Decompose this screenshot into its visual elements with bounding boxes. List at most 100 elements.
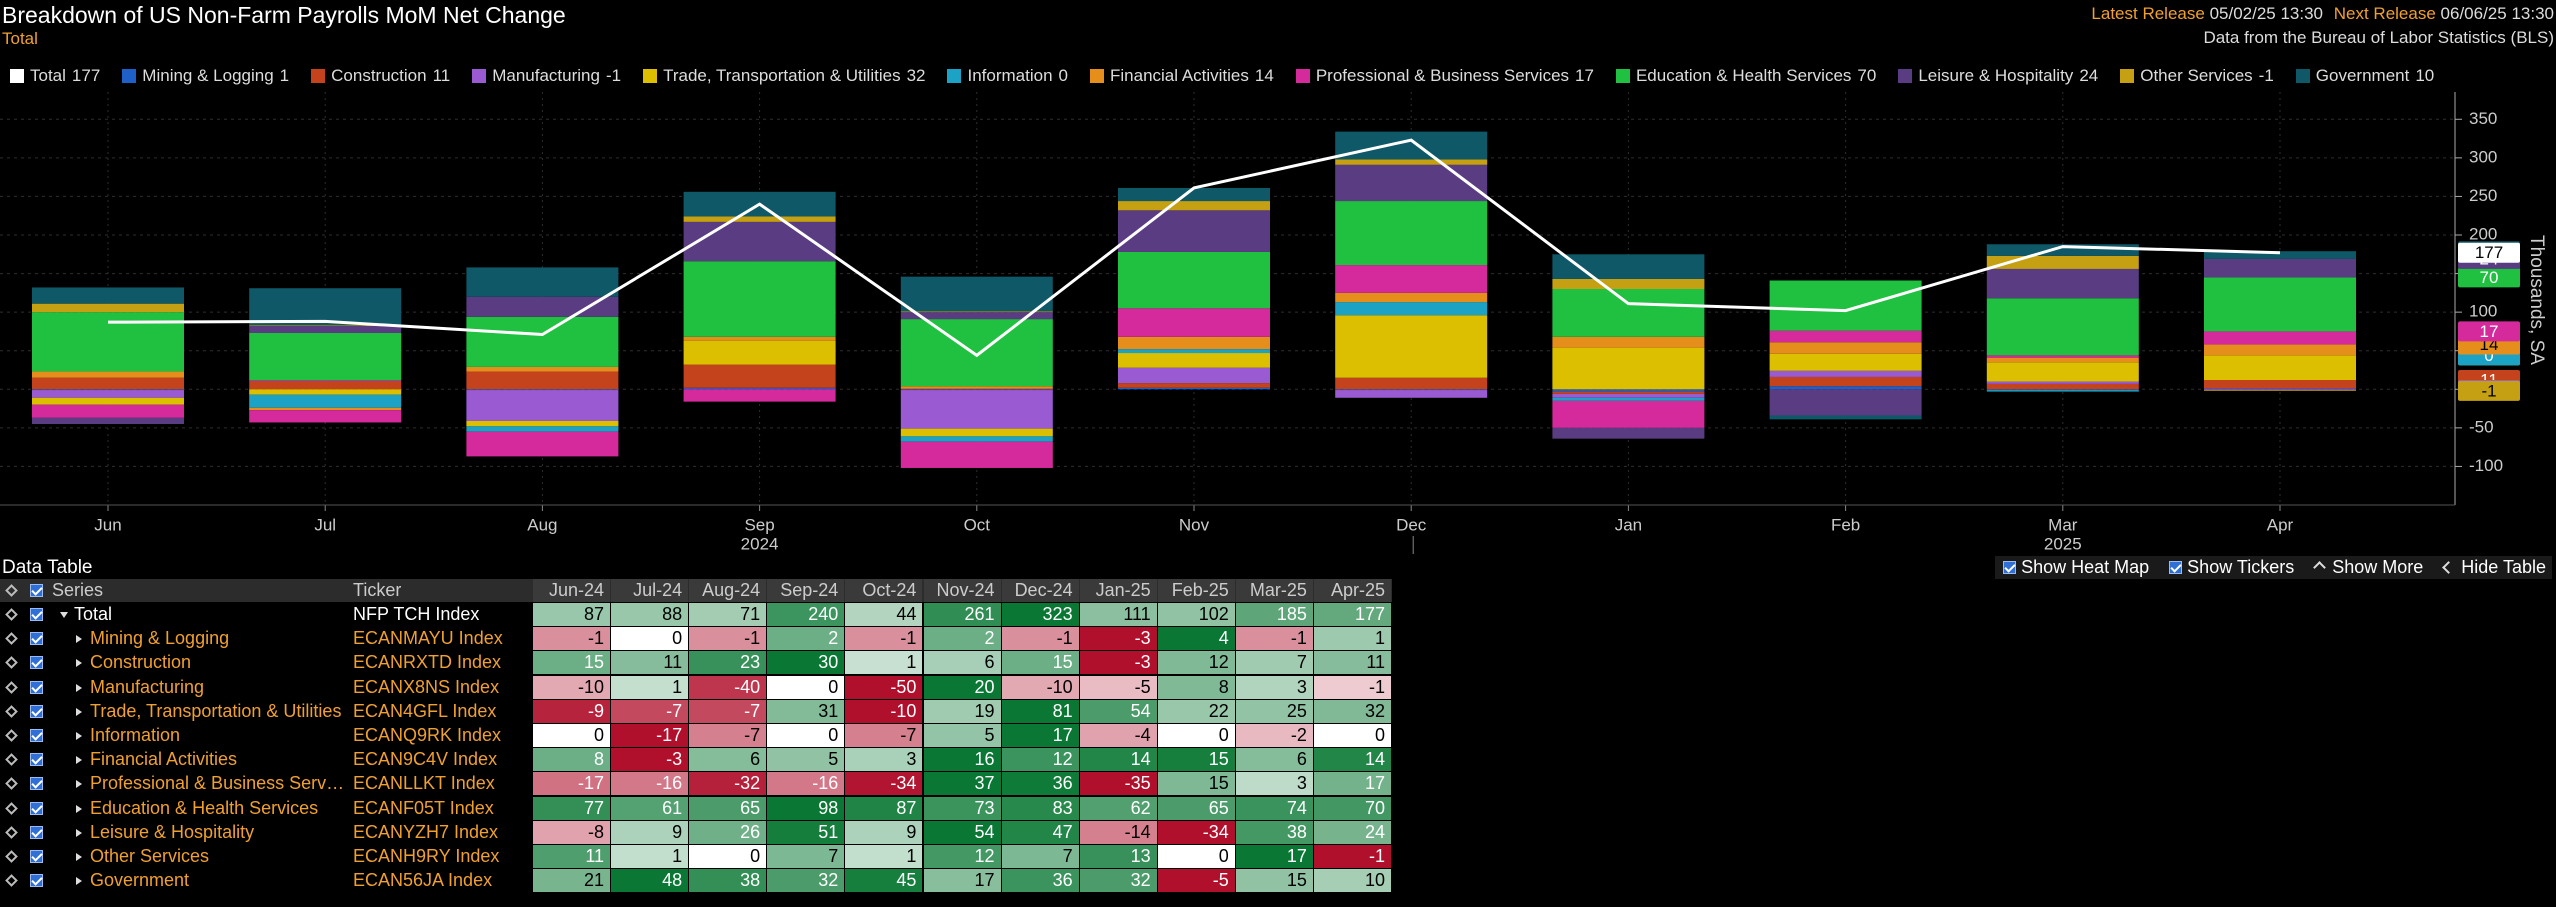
row-expander[interactable] (76, 659, 82, 668)
row-expander[interactable] (76, 707, 82, 716)
row-expander[interactable] (76, 683, 82, 692)
bar-segment (683, 340, 836, 365)
table-cell: -8 (533, 820, 610, 844)
legend-marker (1615, 69, 1630, 83)
legend-label: Trade, Transportation & Utilities (663, 66, 901, 85)
row-expander[interactable] (76, 732, 82, 740)
legend-value: -1 (605, 66, 622, 85)
bar-segment (1552, 397, 1705, 401)
table-control[interactable]: Hide Table (2441, 556, 2546, 579)
table-cell: 22 (1157, 699, 1235, 723)
table-cell: 11 (611, 651, 689, 675)
row-checkbox[interactable] (30, 850, 43, 863)
header-column: Dec-24 (1001, 579, 1079, 602)
table-control[interactable]: Show Heat Map (2001, 556, 2149, 579)
table-cell: 3 (1235, 772, 1313, 796)
table-cell: 6 (923, 651, 1001, 675)
bar-segment (1118, 210, 1270, 252)
bar-segment (1118, 187, 1270, 202)
bar-segment (1118, 251, 1270, 309)
row-expander[interactable] (76, 756, 82, 765)
row-expander[interactable] (76, 635, 82, 644)
row-checkbox[interactable] (30, 777, 43, 791)
table-cell: -10 (533, 675, 610, 699)
row-icon[interactable] (5, 680, 18, 694)
table-cell: 71 (689, 603, 767, 626)
row-checkbox[interactable] (30, 729, 43, 742)
row-checkbox[interactable] (30, 704, 43, 718)
row-expander[interactable] (76, 877, 82, 886)
row-icon[interactable] (5, 777, 18, 791)
legend-marker (1295, 69, 1310, 83)
row-expander[interactable] (76, 780, 82, 789)
table-cell: 7 (767, 845, 845, 868)
row-series: Leisure & Hospitality (90, 821, 255, 842)
table-cell: 1 (611, 845, 689, 868)
legend-label: Leisure & Hospitality (1918, 66, 2074, 85)
table-cell: -3 (1079, 627, 1157, 651)
line (107, 138, 2281, 358)
bar-segment (249, 410, 402, 423)
table-control[interactable]: Show More (2312, 556, 2423, 579)
row-icon[interactable] (5, 825, 18, 839)
bar-segment (1986, 298, 2139, 356)
bar-segment (900, 441, 1053, 468)
row-checkbox[interactable] (30, 801, 43, 815)
header-column: Oct-24 (845, 579, 923, 602)
row-icon[interactable] (5, 608, 18, 621)
bar-segment (32, 390, 184, 398)
x-tick-label: Jul (314, 515, 336, 534)
bar-segment (900, 390, 1053, 429)
table-cell: 81 (1001, 699, 1079, 723)
legend-marker (1898, 69, 1913, 83)
row-icon[interactable] (5, 801, 18, 815)
row-icon[interactable] (5, 656, 18, 670)
row-ticker: ECAN4GFL Index (353, 700, 497, 721)
row-checkbox[interactable] (30, 656, 43, 670)
row-checkbox[interactable] (30, 874, 43, 888)
row-checkbox[interactable] (30, 753, 43, 767)
bar-segment (683, 364, 836, 388)
row-icon[interactable] (5, 753, 18, 767)
table-control[interactable]: Show Tickers (2167, 556, 2294, 579)
row-ticker: NFP TCH Index (353, 604, 480, 624)
row-icon[interactable] (5, 850, 18, 863)
control-icon (2442, 561, 2456, 574)
legend-value: 0 (1058, 66, 1068, 85)
bar-segment (32, 287, 184, 304)
bar-segment (1552, 391, 1705, 394)
bar-segment (683, 387, 836, 390)
table-cell: -17 (533, 772, 610, 796)
table-cell: 98 (767, 796, 845, 820)
row-checkbox[interactable] (30, 632, 43, 646)
x-tick-label: Jun (94, 515, 121, 534)
row-expander[interactable] (76, 804, 82, 813)
row-checkbox[interactable] (30, 680, 43, 694)
table-cell: -16 (611, 772, 689, 796)
row-expander[interactable] (76, 853, 82, 861)
row-icon[interactable] (5, 874, 18, 888)
y-tick-label: 300 (2469, 147, 2497, 166)
row-expander[interactable] (60, 612, 68, 618)
y-tick-label: -100 (2469, 456, 2503, 475)
bar-segment (1118, 336, 1270, 350)
table-cell: 38 (689, 869, 767, 893)
table-cell: 45 (845, 869, 923, 893)
control-checkbox[interactable] (2003, 561, 2017, 574)
header-column: Mar-25 (1235, 579, 1313, 602)
header-checkbox[interactable] (30, 584, 43, 597)
table-cell: 32 (1314, 699, 1391, 723)
table-cell: 11 (1314, 651, 1391, 675)
row-checkbox[interactable] (30, 608, 43, 621)
control-checkbox[interactable] (2169, 561, 2183, 574)
bar-segment (1118, 383, 1270, 388)
row-expander[interactable] (76, 828, 82, 837)
row-checkbox[interactable] (30, 825, 43, 839)
legend-label: Manufacturing (492, 66, 600, 85)
row-icon[interactable] (5, 704, 18, 718)
row-icon[interactable] (5, 632, 18, 646)
row-ticker: ECANX8NS Index (353, 676, 500, 697)
row-icon[interactable] (5, 729, 18, 742)
row-ticker: ECANRXTD Index (353, 652, 502, 673)
table-cell: -2 (1235, 724, 1313, 747)
